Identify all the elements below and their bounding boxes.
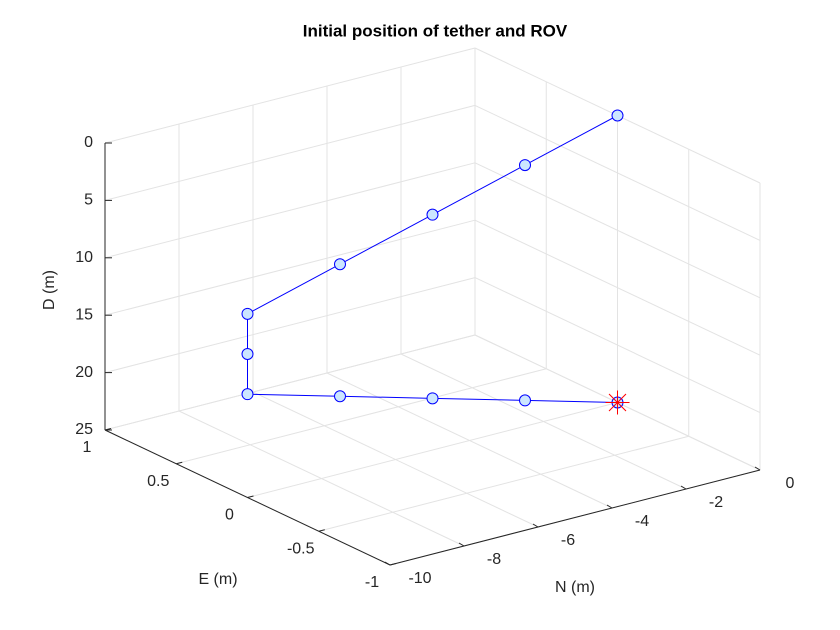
- tick-mark: [458, 542, 465, 547]
- grid-line: [474, 219, 761, 356]
- z-tick-label: 15: [75, 306, 93, 323]
- tick-mark: [389, 563, 397, 566]
- grid-line: [176, 368, 547, 465]
- x-tick-label: -10: [408, 570, 431, 587]
- grid-line: [104, 104, 476, 201]
- grid-line: [104, 219, 476, 316]
- tick-mark: [247, 495, 254, 498]
- x-tick-label: -8: [487, 551, 501, 568]
- x-tick-label: 0: [786, 475, 795, 492]
- grid-line: [318, 435, 689, 532]
- y-tick-label: 0: [225, 507, 234, 524]
- rov-marker: [605, 390, 630, 415]
- y-tick-label: -1: [365, 574, 379, 591]
- y-tick-label: 0.5: [147, 473, 169, 490]
- z-tick-label: 10: [75, 249, 93, 266]
- x-axis-label: N (m): [555, 579, 595, 596]
- tether-node: [241, 307, 254, 320]
- tick-mark: [680, 485, 687, 490]
- tick-mark: [606, 504, 613, 509]
- y-tick-label: 1: [83, 439, 92, 456]
- grid-line: [104, 162, 476, 259]
- grid-line: [474, 104, 761, 241]
- tether-node: [241, 388, 254, 401]
- tether-node: [519, 159, 531, 172]
- tick-mark: [384, 561, 391, 566]
- grid-line: [104, 47, 476, 144]
- tick-mark: [318, 529, 325, 532]
- axis-line: [389, 469, 761, 566]
- z-tick-label: 25: [75, 421, 93, 438]
- tick-mark: [104, 428, 112, 431]
- grid-line: [474, 277, 761, 414]
- tether-node: [334, 258, 346, 271]
- rov-marker-stroke: [608, 393, 627, 412]
- y-axis-label: E (m): [198, 571, 237, 588]
- tick-mark: [532, 523, 539, 528]
- z-tick-label: 0: [84, 134, 93, 151]
- grid-line: [247, 402, 618, 498]
- tether-node: [426, 392, 439, 405]
- tether-node: [519, 394, 531, 407]
- z-tick-label: 20: [75, 364, 93, 381]
- grid-line: [104, 334, 476, 431]
- chart-title: Initial position of tether and ROV: [303, 21, 568, 40]
- tether-node: [426, 208, 439, 221]
- z-tick-label: 5: [84, 192, 93, 209]
- grid-line: [104, 277, 476, 374]
- z-axis-label: D (m): [41, 270, 58, 310]
- tether-node: [334, 390, 346, 403]
- tether-node: [241, 348, 254, 360]
- y-tick-label: -0.5: [287, 540, 315, 557]
- x-tick-label: -2: [709, 494, 723, 511]
- grid-line: [474, 162, 761, 299]
- x-tick-label: -6: [561, 532, 575, 549]
- tick-mark: [176, 461, 183, 465]
- x-tick-label: -4: [635, 513, 649, 530]
- tick-mark: [754, 466, 761, 471]
- tether-node: [611, 109, 624, 122]
